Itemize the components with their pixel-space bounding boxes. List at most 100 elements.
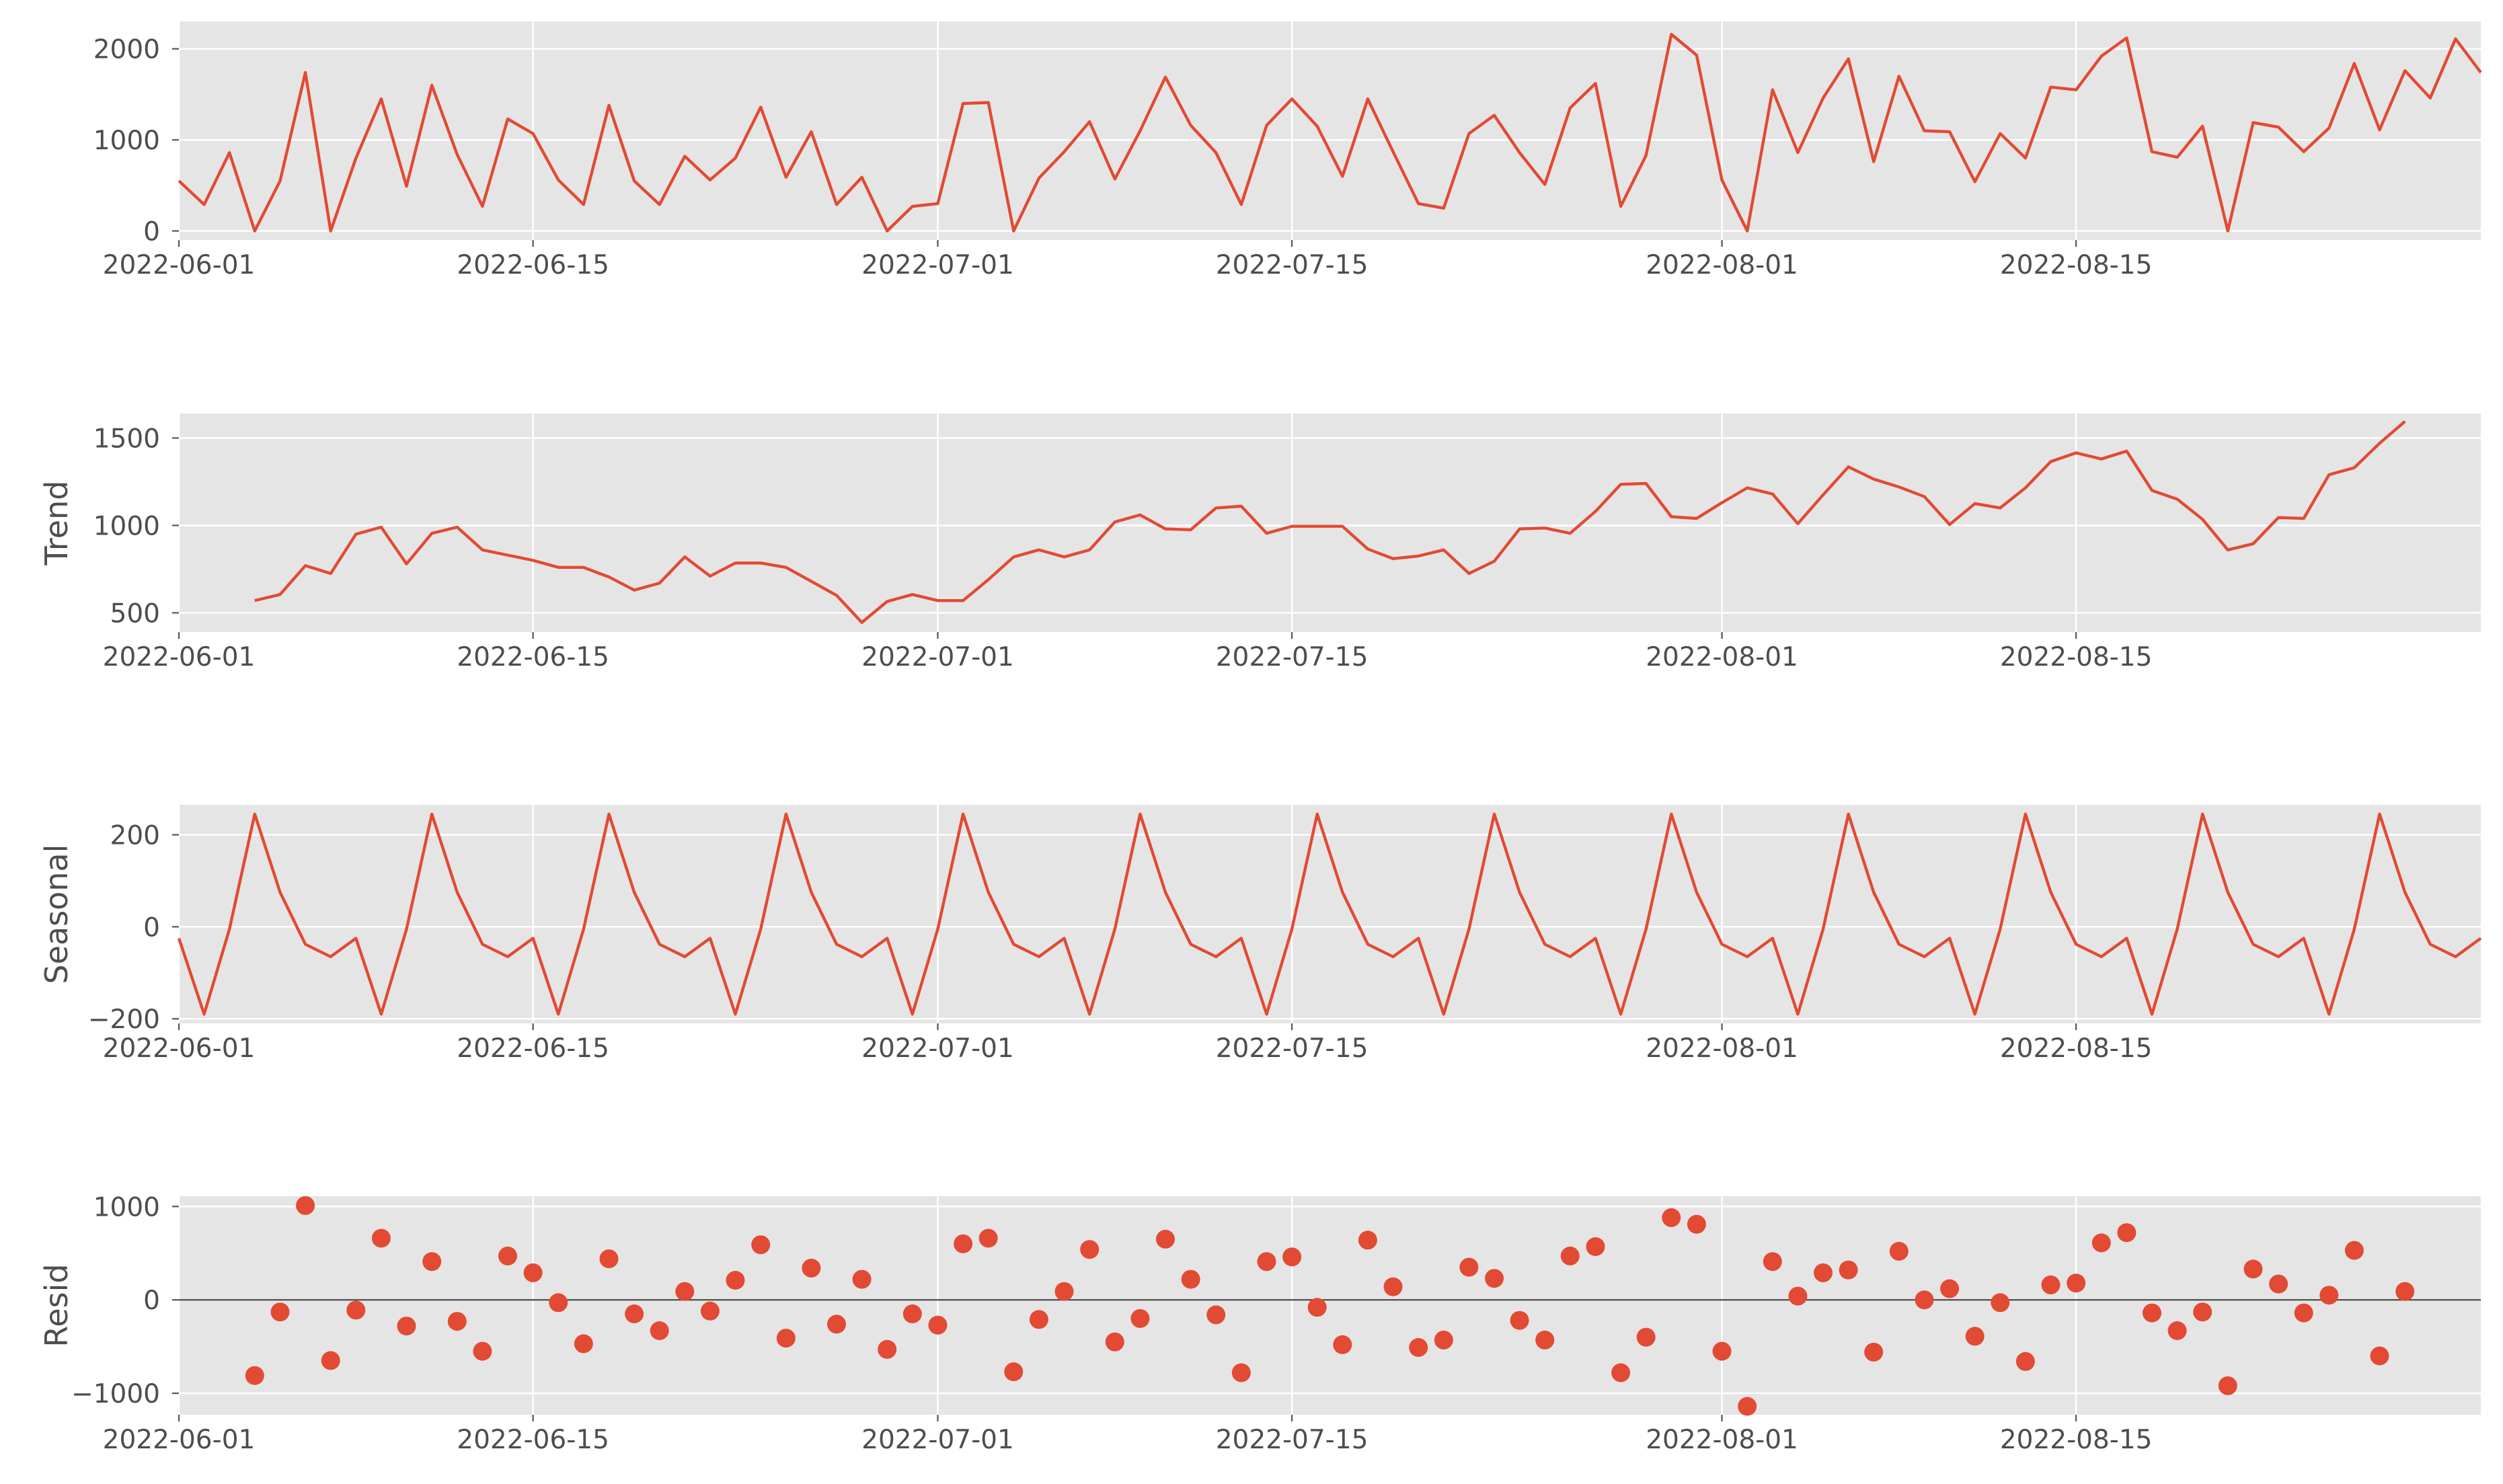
observed-plot-area xyxy=(179,22,2481,240)
resid-point xyxy=(1434,1330,1453,1350)
resid-point xyxy=(1206,1305,1226,1325)
resid-point xyxy=(2395,1282,2415,1301)
resid-point xyxy=(751,1235,771,1255)
seasonal-ylabel: Seasonal xyxy=(38,845,75,984)
resid-ytick-label: 0 xyxy=(143,1286,160,1316)
resid-point xyxy=(650,1321,669,1340)
resid-point xyxy=(1307,1298,1327,1317)
resid-point xyxy=(1662,1208,1681,1227)
resid-point xyxy=(1560,1246,1580,1265)
resid-point xyxy=(1257,1252,1276,1272)
resid-point xyxy=(625,1304,644,1323)
resid-point xyxy=(599,1249,619,1269)
resid-ylabel: Resid xyxy=(38,1263,75,1347)
observed-ytick-label: 1000 xyxy=(93,126,160,156)
trend-ytick-label: 1500 xyxy=(93,424,160,454)
resid-point xyxy=(1586,1237,1605,1256)
resid-point xyxy=(726,1271,745,1290)
resid-point xyxy=(1814,1263,1833,1282)
resid-point xyxy=(2294,1303,2313,1323)
observed-xtick-label: 2022-06-01 xyxy=(103,250,256,280)
resid-point xyxy=(1231,1363,1251,1382)
resid-point xyxy=(1965,1327,1985,1346)
trend-xtick-label: 2022-08-15 xyxy=(2000,642,2153,672)
resid-point xyxy=(2167,1321,2187,1340)
resid-point xyxy=(397,1317,416,1336)
trend-ytick-label: 500 xyxy=(110,598,160,629)
resid-point xyxy=(902,1304,922,1323)
observed-panel: 2022-06-01 2022-06-15 2022-07-01 2022-07-15… xyxy=(93,22,2482,280)
resid-point xyxy=(2041,1275,2061,1294)
resid-point xyxy=(1029,1310,1048,1329)
resid-point xyxy=(1181,1270,1200,1289)
resid-point xyxy=(1333,1335,1352,1354)
resid-point xyxy=(776,1329,796,1348)
resid-point xyxy=(1738,1397,1757,1416)
resid-point xyxy=(1156,1229,1175,1249)
trend-series-line xyxy=(254,420,2406,624)
resid-point xyxy=(675,1282,695,1301)
resid-xtick-label: 2022-06-15 xyxy=(457,1425,609,1455)
resid-point xyxy=(978,1228,998,1248)
resid-point xyxy=(2091,1233,2111,1253)
observed-ytick-label: 2000 xyxy=(93,35,160,65)
resid-point xyxy=(1510,1311,1529,1330)
resid-point xyxy=(700,1301,720,1321)
seasonal-xtick-label: 2022-06-15 xyxy=(457,1033,609,1064)
resid-point xyxy=(2243,1259,2263,1279)
observed-xtick-label: 2022-06-15 xyxy=(457,250,609,280)
observed-xtick-label: 2022-08-15 xyxy=(2000,250,2153,280)
trend-xtick-label: 2022-06-01 xyxy=(103,642,256,672)
resid-point xyxy=(1485,1269,1504,1288)
resid-ytick-label: −1000 xyxy=(71,1379,160,1409)
resid-point xyxy=(1054,1282,1074,1301)
trend-xtick-label: 2022-08-01 xyxy=(1646,642,1798,672)
observed-xtick-label: 2022-07-15 xyxy=(1216,250,1369,280)
resid-point xyxy=(2344,1241,2364,1260)
resid-point xyxy=(1409,1338,1428,1357)
resid-point xyxy=(827,1315,846,1334)
resid-point xyxy=(245,1366,264,1385)
resid-point xyxy=(1687,1214,1706,1234)
resid-point xyxy=(2117,1223,2136,1243)
resid-point xyxy=(928,1315,948,1335)
resid-point xyxy=(1004,1362,1024,1382)
observed-xtick-label: 2022-07-01 xyxy=(861,250,1014,280)
resid-plot-area xyxy=(179,1196,2481,1415)
resid-point xyxy=(346,1300,366,1320)
resid-point xyxy=(1889,1241,1909,1261)
seasonal-plot-area xyxy=(179,805,2481,1023)
resid-point xyxy=(954,1234,973,1253)
resid-point xyxy=(296,1196,315,1215)
resid-xtick-label: 2022-08-01 xyxy=(1646,1425,1798,1455)
resid-point xyxy=(549,1293,568,1313)
seasonal-xtick-label: 2022-08-15 xyxy=(2000,1033,2153,1064)
seasonal-xtick-label: 2022-07-01 xyxy=(861,1033,1014,1064)
resid-point xyxy=(447,1312,467,1331)
resid-point xyxy=(473,1341,492,1361)
resid-xtick-label: 2022-07-15 xyxy=(1216,1425,1369,1455)
resid-point xyxy=(1383,1277,1403,1296)
seasonal-series-line xyxy=(177,812,2482,1016)
resid-point xyxy=(1763,1252,1782,1272)
resid-point xyxy=(321,1351,340,1370)
seasonal-xtick-label: 2022-08-01 xyxy=(1646,1033,1798,1064)
trend-xtick-label: 2022-07-01 xyxy=(861,642,1014,672)
resid-point xyxy=(1839,1260,1858,1280)
resid-point xyxy=(2015,1352,2035,1371)
resid-point xyxy=(523,1263,543,1282)
resid-point xyxy=(2370,1346,2389,1366)
resid-point xyxy=(2193,1302,2212,1322)
seasonal-xtick-label: 2022-07-15 xyxy=(1216,1033,1369,1064)
resid-point xyxy=(1459,1257,1479,1277)
resid-point xyxy=(1864,1342,1884,1362)
resid-point xyxy=(498,1246,517,1265)
resid-point xyxy=(878,1339,897,1359)
trend-xtick-label: 2022-06-15 xyxy=(457,642,609,672)
resid-point xyxy=(574,1334,593,1354)
resid-xtick-label: 2022-08-15 xyxy=(2000,1425,2153,1455)
resid-point xyxy=(1915,1290,1934,1310)
resid-point xyxy=(1535,1330,1555,1350)
observed-ytick-label: 0 xyxy=(143,217,160,247)
seasonal-ytick-label: −200 xyxy=(88,1005,160,1035)
